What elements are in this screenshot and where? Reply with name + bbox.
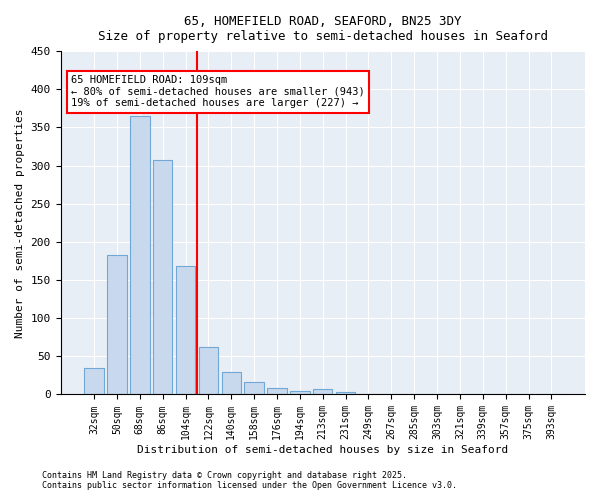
Bar <box>176 266 195 394</box>
Bar <box>336 392 355 394</box>
Title: 65, HOMEFIELD ROAD, SEAFORD, BN25 3DY
Size of property relative to semi-detached: 65, HOMEFIELD ROAD, SEAFORD, BN25 3DY Si… <box>98 15 548 43</box>
Text: 65 HOMEFIELD ROAD: 109sqm
← 80% of semi-detached houses are smaller (943)
19% of: 65 HOMEFIELD ROAD: 109sqm ← 80% of semi-… <box>71 75 365 108</box>
Bar <box>290 390 310 394</box>
X-axis label: Distribution of semi-detached houses by size in Seaford: Distribution of semi-detached houses by … <box>137 445 508 455</box>
Bar <box>244 382 264 394</box>
Bar <box>221 372 241 394</box>
Bar <box>313 389 332 394</box>
Bar <box>199 347 218 395</box>
Bar <box>107 255 127 394</box>
Bar <box>85 368 104 394</box>
Bar <box>153 160 172 394</box>
Bar <box>130 116 149 394</box>
Text: Contains HM Land Registry data © Crown copyright and database right 2025.
Contai: Contains HM Land Registry data © Crown c… <box>42 470 457 490</box>
Bar <box>268 388 287 394</box>
Y-axis label: Number of semi-detached properties: Number of semi-detached properties <box>15 108 25 338</box>
